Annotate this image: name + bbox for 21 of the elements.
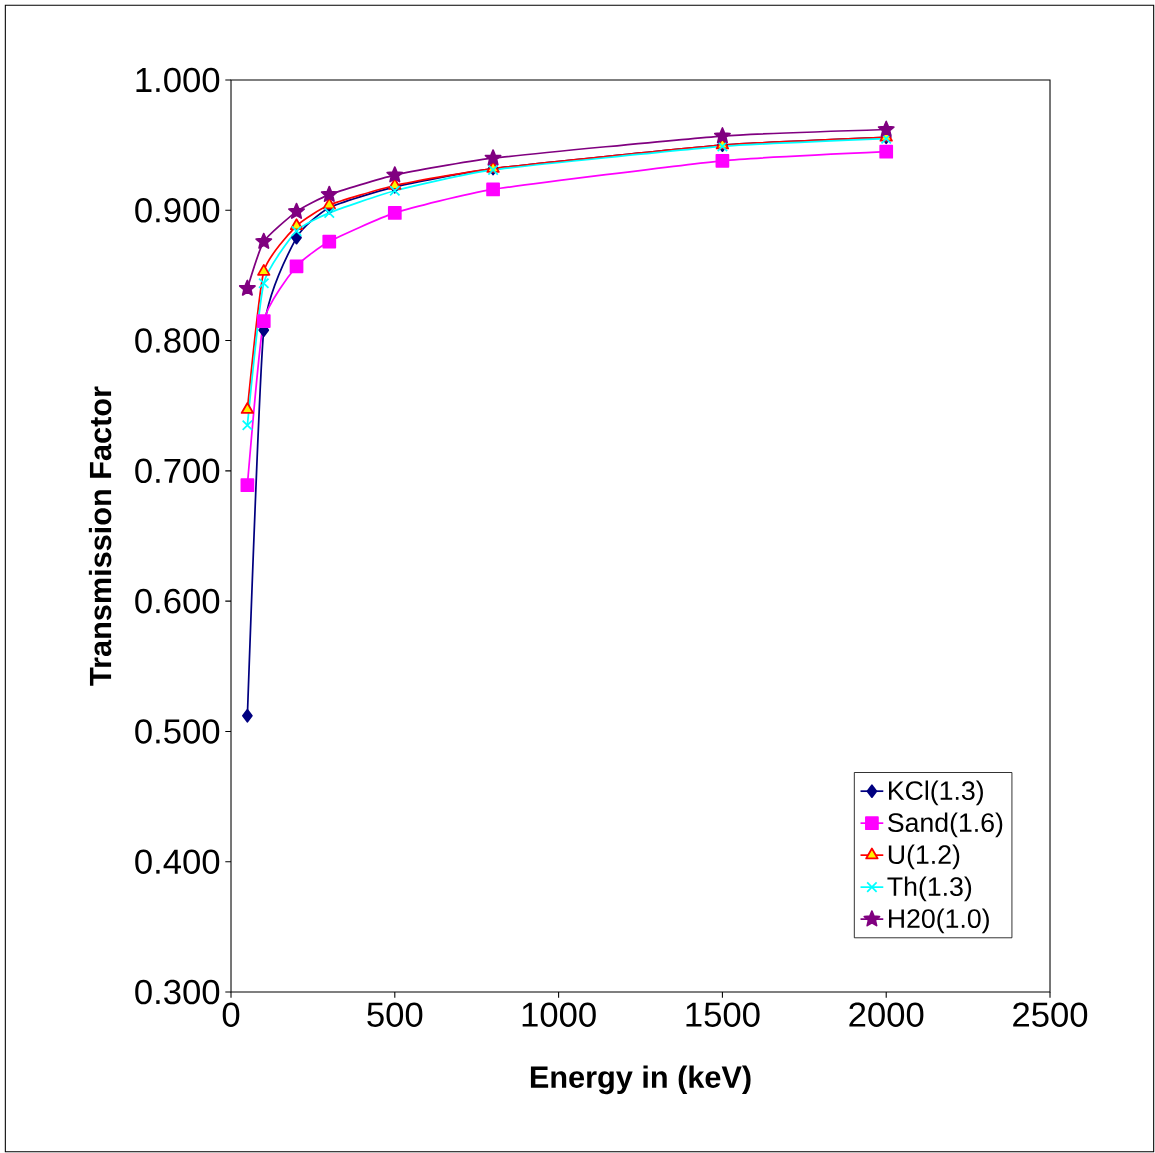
y-tick-label: 0.400 [135,849,220,874]
legend-label: H20(1.0) [889,908,989,934]
y-tick-label: 0.300 [135,979,220,1005]
y-tick-label: 0.600 [135,588,220,614]
x-tick-label: 0 [222,1002,240,1027]
y-tick-label: 0.900 [135,197,220,223]
y-tick-label: 1.000 [136,67,220,93]
x-tick-label: 2000 [849,1002,924,1027]
legend-label: Sand(1.6) [888,812,1003,838]
x-tick-label: 500 [367,1002,423,1027]
x-tick-label: 1000 [522,1002,596,1027]
legend-label: Th(1.3) [887,876,972,902]
y-tick-label: 0.700 [135,458,220,484]
y-tick-label: 0.800 [135,328,220,353]
x-tick-label: 1500 [686,1002,760,1027]
y-tick-label: 0.500 [135,719,220,744]
legend-label: U(1.2) [888,844,960,870]
x-axis-title: Energy in (keV) [530,1065,751,1095]
legend-label: KCl(1.3) [889,780,983,806]
x-tick-label: 2500 [1013,1002,1088,1027]
y-axis-title: Transmission Factor [88,386,112,686]
